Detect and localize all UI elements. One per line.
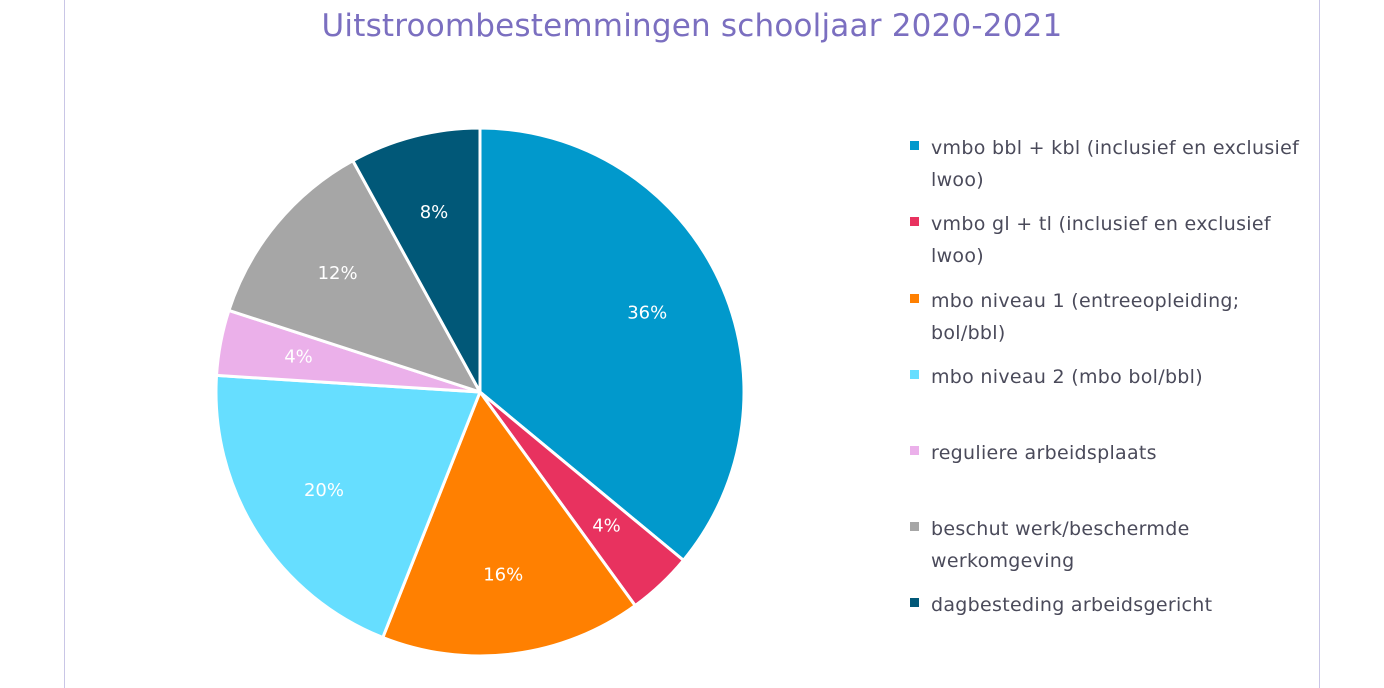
pie-slice-3 (381, 390, 637, 658)
pie-slice-6 (227, 159, 482, 394)
pie-slice-label-2: 4% (592, 516, 621, 537)
pie-slice-label-6: 12% (318, 263, 358, 284)
legend-swatch (910, 446, 919, 455)
legend-swatch (910, 370, 919, 379)
pie-slice-7 (351, 126, 482, 394)
legend-swatch (910, 294, 919, 303)
chart-frame (64, 0, 1320, 688)
legend-swatch (910, 217, 919, 226)
pie-slice-label-5: 4% (284, 346, 313, 367)
legend-label: vmbo gl + tl (inclusief en exclusief lwo… (931, 213, 1271, 267)
legend-swatch (910, 598, 919, 607)
pie-slice-label-1: 36% (627, 302, 667, 323)
legend-label: mbo niveau 1 (entreeopleiding; bol/bbl) (931, 290, 1240, 344)
legend-label: vmbo bbl + kbl (inclusief en exclusief l… (931, 137, 1300, 191)
legend-label: reguliere arbeidsplaats (931, 442, 1157, 464)
pie-slice-label-7: 8% (420, 202, 449, 223)
legend-label: dagbesteding arbeidsgericht (931, 594, 1213, 616)
legend-swatch (910, 141, 919, 150)
pie-slice-1 (478, 126, 746, 562)
legend-swatch (910, 522, 919, 531)
pie-slice-label-3: 16% (483, 564, 523, 585)
chart-title: Uitstroombestemmingen schooljaar 2020-20… (321, 8, 1063, 44)
legend-label: beschut werk/beschermde werkomgeving (931, 518, 1190, 572)
pie-slice-label-4: 20% (304, 480, 344, 501)
legend-label: mbo niveau 2 (mbo bol/bbl) (931, 366, 1203, 388)
pie-slice-4 (214, 373, 482, 639)
